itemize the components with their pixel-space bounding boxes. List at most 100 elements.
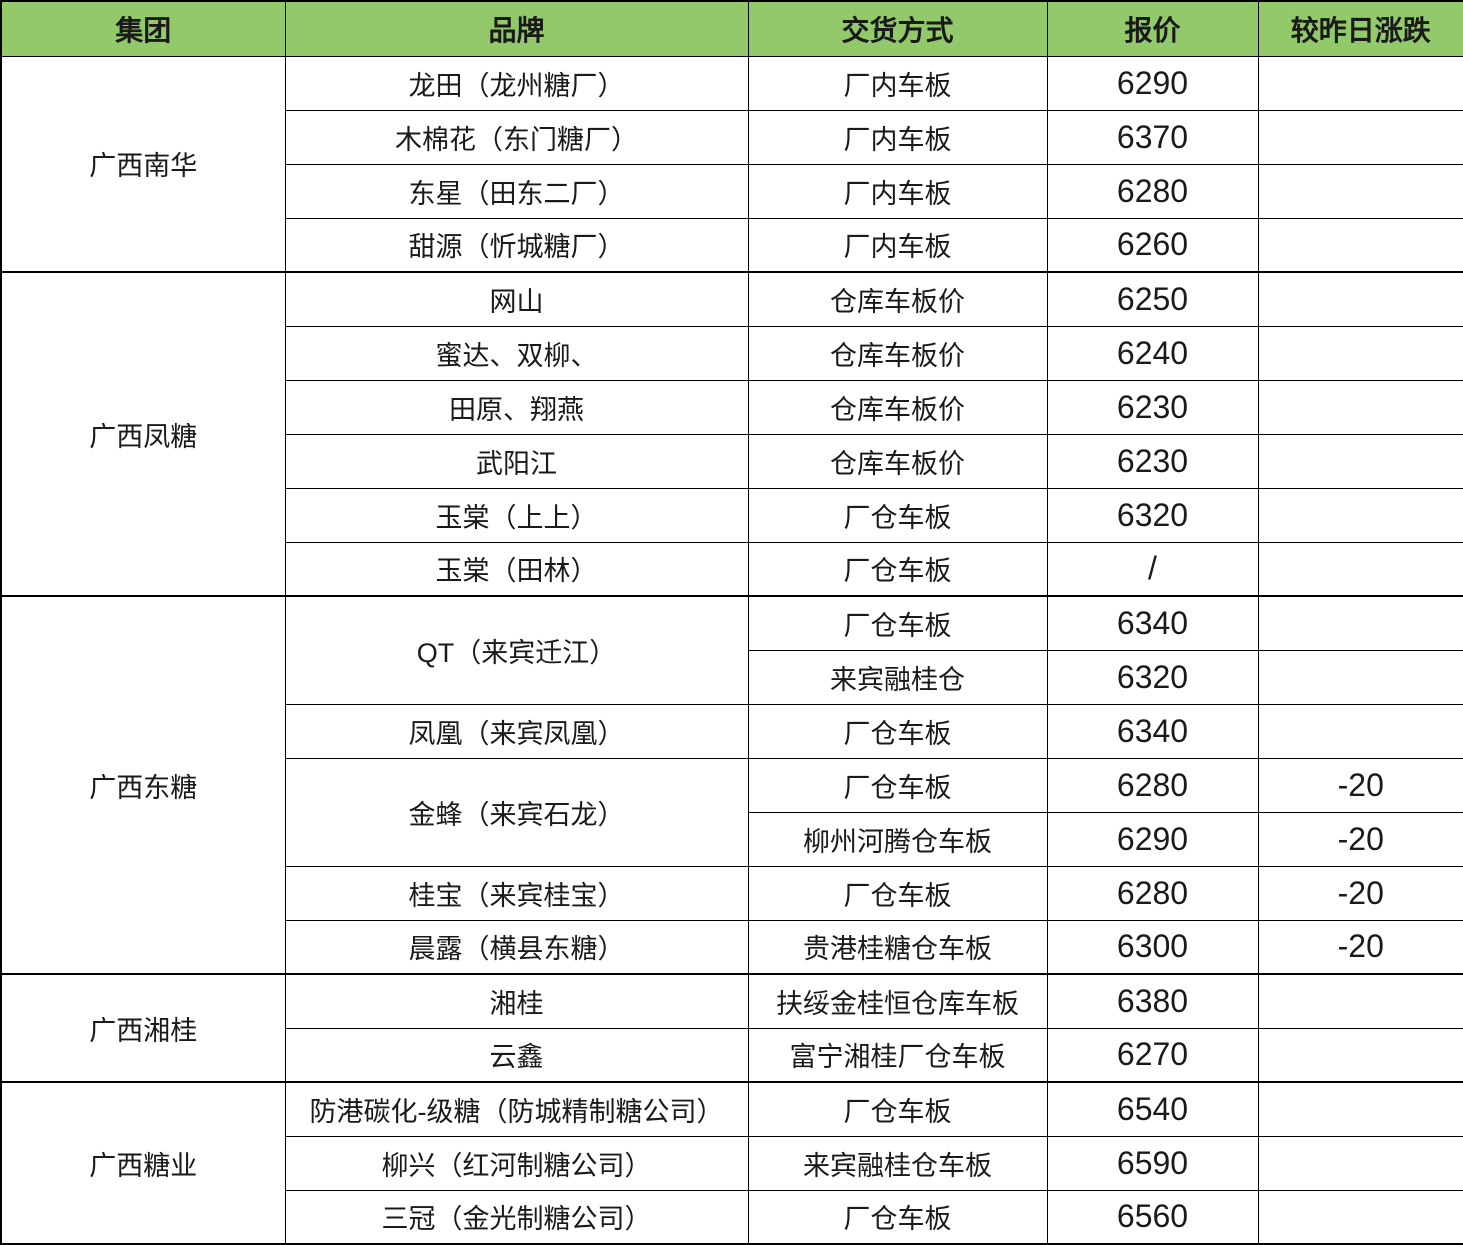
brand-cell: 木棉花（东门糖厂）: [284, 109, 749, 165]
price-cell: 6280: [1046, 163, 1259, 219]
brand-cell: 蜜达、双柳、: [284, 325, 749, 381]
table-row: 广西湘桂 湘桂 扶绥金桂恒仓库车板 6380: [0, 973, 1463, 1083]
header-change: 较昨日涨跌: [1257, 0, 1463, 57]
change-cell: [1257, 109, 1463, 165]
table-row: 广西东糖 QT（来宾迁江） 厂仓车板 6340: [0, 595, 1463, 975]
change-cell: -20: [1257, 865, 1463, 921]
delivery-cell: 柳州河腾仓车板: [747, 811, 1048, 867]
table-row: 广西糖业 防港碳化-级糖（防城精制糖公司） 厂仓车板 6540: [0, 1081, 1463, 1245]
change-cell: -20: [1257, 919, 1463, 975]
price-cell: 6250: [1046, 271, 1259, 327]
table-row: 凤凰（来宾凤凰） 厂仓车板 6340: [1, 703, 1463, 759]
delivery-cell: 厂内车板: [747, 55, 1048, 111]
table-row: 柳兴（红河制糖公司） 来宾融桂仓车板 6590: [1, 1135, 1463, 1191]
brand-cell: 湘桂: [284, 973, 749, 1029]
price-cell: 6290: [1046, 55, 1259, 111]
brand-cell: 田原、翔燕: [284, 379, 749, 435]
price-cell: 6260: [1046, 217, 1259, 273]
header-row: 集团 品牌 交货方式 报价 较昨日涨跌: [0, 0, 1463, 57]
delivery-cell: 扶绥金桂恒仓库车板: [747, 973, 1048, 1029]
price-cell: 6370: [1046, 109, 1259, 165]
delivery-cell: 厂仓车板: [747, 541, 1048, 597]
table-row: 桂宝（来宾桂宝） 厂仓车板 6280 -20: [1, 865, 1463, 921]
table-row: 武阳江 仓库车板价 6230: [1, 433, 1463, 489]
delivery-cell: 仓库车板价: [747, 271, 1048, 327]
price-cell: 6540: [1046, 1081, 1259, 1137]
header-delivery: 交货方式: [747, 0, 1048, 57]
delivery-cell: 来宾融桂仓: [747, 649, 1048, 705]
brand-cell: 玉棠（上上）: [284, 487, 749, 543]
change-cell: [1257, 541, 1463, 597]
brand-cell: 晨露（横县东糖）: [284, 919, 749, 975]
brand-cell: 甜源（忻城糖厂）: [284, 217, 749, 273]
change-cell: [1257, 649, 1463, 705]
change-cell: [1257, 703, 1463, 759]
delivery-cell: 厂仓车板: [747, 487, 1048, 543]
brand-cell: 龙田（龙州糖厂）: [284, 55, 749, 111]
price-cell: 6320: [1046, 649, 1259, 705]
change-cell: [1257, 271, 1463, 327]
delivery-cell: 厂内车板: [747, 163, 1048, 219]
change-cell: -20: [1257, 811, 1463, 867]
table-row: 木棉花（东门糖厂） 厂内车板 6370: [1, 109, 1463, 165]
price-cell: 6340: [1046, 595, 1259, 651]
delivery-cell: 来宾融桂仓车板: [747, 1135, 1048, 1191]
brand-cell: 网山: [284, 271, 749, 327]
brand-cell: 云鑫: [284, 1027, 749, 1083]
change-cell: [1257, 217, 1463, 273]
brand-cell: 凤凰（来宾凤凰）: [284, 703, 749, 759]
change-cell: [1257, 433, 1463, 489]
change-cell: [1257, 595, 1463, 651]
group-cell: 广西东糖: [0, 595, 286, 975]
brand-cell: 武阳江: [284, 433, 749, 489]
change-cell: [1257, 379, 1463, 435]
group-cell: 广西南华: [0, 55, 286, 273]
price-cell: 6280: [1046, 757, 1259, 813]
price-cell: 6560: [1046, 1189, 1259, 1245]
brand-cell: 桂宝（来宾桂宝）: [284, 865, 749, 921]
table-row: 蜜达、双柳、 仓库车板价 6240: [1, 325, 1463, 381]
delivery-cell: 厂仓车板: [747, 595, 1048, 651]
table-row: 云鑫 富宁湘桂厂仓车板 6270: [1, 1027, 1463, 1083]
header-price: 报价: [1046, 0, 1259, 57]
price-cell: 6590: [1046, 1135, 1259, 1191]
price-cell: /: [1046, 541, 1259, 597]
brand-cell: 防港碳化-级糖（防城精制糖公司）: [284, 1081, 749, 1137]
delivery-cell: 厂仓车板: [747, 703, 1048, 759]
table-row: 三冠（金光制糖公司） 厂仓车板 6560: [1, 1189, 1463, 1245]
price-cell: 6380: [1046, 973, 1259, 1029]
change-cell: -20: [1257, 757, 1463, 813]
price-cell: 6270: [1046, 1027, 1259, 1083]
brand-cell: 柳兴（红河制糖公司）: [284, 1135, 749, 1191]
header-brand: 品牌: [284, 0, 749, 57]
price-cell: 6230: [1046, 433, 1259, 489]
price-cell: 6290: [1046, 811, 1259, 867]
price-cell: 6300: [1046, 919, 1259, 975]
brand-cell: 三冠（金光制糖公司）: [284, 1189, 749, 1245]
change-cell: [1257, 1081, 1463, 1137]
brand-cell: 金蜂（来宾石龙）: [284, 757, 749, 867]
header-group: 集团: [0, 0, 286, 57]
brand-cell: QT（来宾迁江）: [284, 595, 749, 705]
brand-cell: 玉棠（田林）: [284, 541, 749, 597]
table-row: 玉棠（上上） 厂仓车板 6320: [1, 487, 1463, 543]
price-cell: 6240: [1046, 325, 1259, 381]
price-cell: 6340: [1046, 703, 1259, 759]
price-cell: 6230: [1046, 379, 1259, 435]
change-cell: [1257, 163, 1463, 219]
change-cell: [1257, 487, 1463, 543]
price-cell: 6280: [1046, 865, 1259, 921]
delivery-cell: 厂仓车板: [747, 865, 1048, 921]
table-row: 金蜂（来宾石龙） 厂仓车板 6280 -20: [1, 757, 1463, 867]
delivery-cell: 厂内车板: [747, 109, 1048, 165]
change-cell: [1257, 1135, 1463, 1191]
delivery-cell: 富宁湘桂厂仓车板: [747, 1027, 1048, 1083]
group-cell: 广西糖业: [0, 1081, 286, 1245]
group-cell: 广西湘桂: [0, 973, 286, 1083]
delivery-cell: 厂仓车板: [747, 757, 1048, 813]
group-cell: 广西凤糖: [0, 271, 286, 597]
change-cell: [1257, 1189, 1463, 1245]
brand-cell: 东星（田东二厂）: [284, 163, 749, 219]
